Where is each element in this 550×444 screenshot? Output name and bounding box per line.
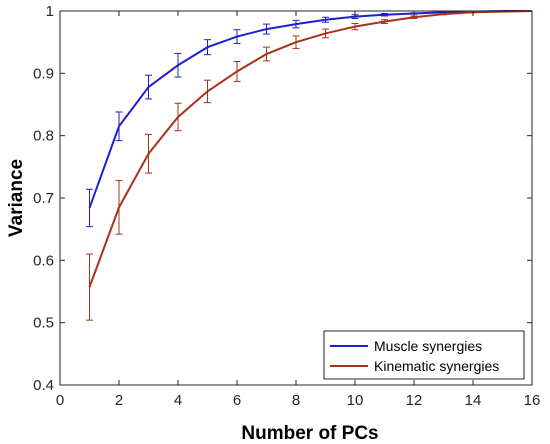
- axes-layer: [59, 10, 533, 386]
- x-tick-label-6: 6: [233, 392, 241, 409]
- muscle-synergies-line: [88, 10, 532, 209]
- x-tick-label-0: 0: [56, 392, 64, 409]
- y-tick-label-0.8: 0.8: [33, 128, 54, 145]
- legend-label-muscle-synergies: Muscle synergies: [374, 338, 482, 354]
- x-tick-label-8: 8: [292, 392, 300, 409]
- y-axis-title: Variance: [6, 159, 27, 237]
- legend-label-kinematic-synergies: Kinematic synergies: [374, 358, 499, 374]
- x-tick-label-4: 4: [174, 392, 182, 409]
- x-tick-label-16: 16: [524, 392, 541, 409]
- y-tick-label-0.6: 0.6: [33, 252, 54, 269]
- x-axis-title: Number of PCs: [241, 423, 378, 444]
- legend-box: [323, 330, 525, 380]
- legend: Muscle synergies Kinematic synergies: [323, 330, 525, 380]
- kinematic-synergies-line: [88, 10, 533, 288]
- y-tick-label-0.4: 0.4: [33, 377, 54, 394]
- y-tick-label-0.9: 0.9: [33, 65, 54, 82]
- x-tick-label-10: 10: [347, 392, 364, 409]
- y-tick-label-0.7: 0.7: [33, 190, 54, 207]
- y-tick-label-1: 1: [46, 3, 54, 20]
- plot-frame: [59, 10, 533, 386]
- y-tick-label-0.5: 0.5: [33, 315, 54, 332]
- x-tick-label-14: 14: [465, 392, 482, 409]
- x-tick-label-12: 12: [406, 392, 423, 409]
- tick-label-layer: 0 2 4 6 8 10 12 14 16 0.4 0.5 0.6 0.7 0.8 0.9 1: [33, 3, 540, 409]
- series-layer: [86, 10, 533, 321]
- x-tick-label-2: 2: [115, 392, 123, 409]
